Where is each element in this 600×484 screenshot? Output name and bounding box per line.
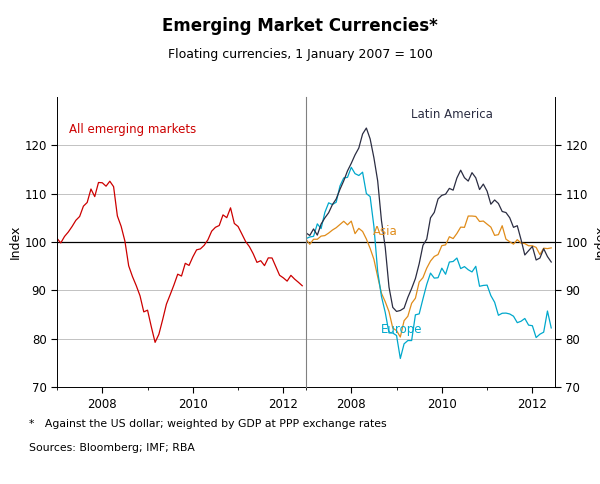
Text: Europe: Europe xyxy=(381,323,422,336)
Text: Emerging Market Currencies*: Emerging Market Currencies* xyxy=(162,17,438,35)
Text: Asia: Asia xyxy=(373,225,398,238)
Text: Latin America: Latin America xyxy=(410,108,493,121)
Y-axis label: Index: Index xyxy=(593,225,600,259)
Text: Floating currencies, 1 January 2007 = 100: Floating currencies, 1 January 2007 = 10… xyxy=(167,48,433,61)
Y-axis label: Index: Index xyxy=(8,225,22,259)
Text: *   Against the US dollar; weighted by GDP at PPP exchange rates: * Against the US dollar; weighted by GDP… xyxy=(29,419,386,429)
Text: Sources: Bloomberg; IMF; RBA: Sources: Bloomberg; IMF; RBA xyxy=(29,443,194,453)
Text: All emerging markets: All emerging markets xyxy=(70,123,197,136)
